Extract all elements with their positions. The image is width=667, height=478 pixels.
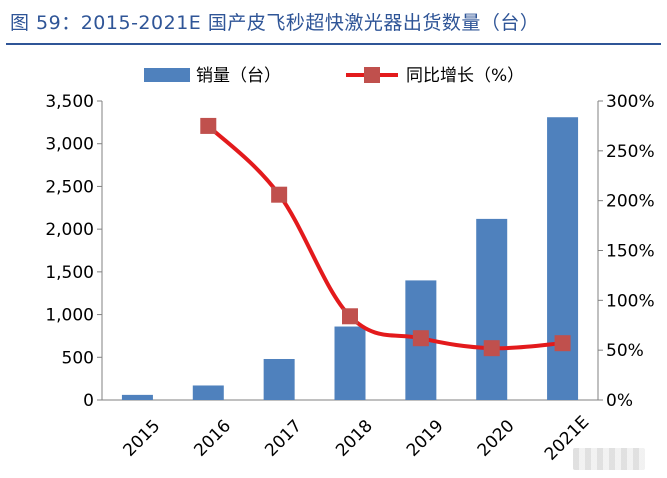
y-right-tick-label: 300% bbox=[606, 92, 655, 112]
legend-line-marker bbox=[364, 67, 380, 83]
bar-2017 bbox=[263, 358, 295, 400]
bar-2015 bbox=[121, 394, 153, 400]
x-tick-label: 2018 bbox=[332, 416, 377, 461]
y-left-tick-label: 3,500 bbox=[45, 92, 94, 112]
watermark bbox=[573, 448, 645, 470]
y-right-tick-label: 0% bbox=[606, 391, 633, 411]
bar-2018 bbox=[334, 326, 366, 400]
y-left-tick-label: 1,000 bbox=[45, 306, 94, 326]
x-tick-label: 2016 bbox=[190, 416, 235, 461]
y-left-tick-label: 2,000 bbox=[45, 220, 94, 240]
y-left-tick-label: 500 bbox=[62, 348, 94, 368]
legend-bar-swatch bbox=[144, 68, 190, 82]
x-tick-label: 2017 bbox=[261, 416, 306, 461]
x-tick-label: 2015 bbox=[120, 416, 165, 461]
growth-marker bbox=[271, 186, 288, 203]
growth-marker bbox=[412, 330, 429, 347]
growth-marker bbox=[200, 117, 217, 134]
y-right-tick-label: 50% bbox=[606, 341, 644, 361]
legend-bar-label: 销量（台） bbox=[196, 66, 281, 86]
growth-marker bbox=[554, 335, 571, 352]
y-left-tick-label: 1,500 bbox=[45, 263, 94, 283]
bar-2021E bbox=[547, 117, 579, 400]
y-right-tick-label: 250% bbox=[606, 142, 655, 162]
growth-marker bbox=[342, 308, 358, 325]
bar-2020 bbox=[476, 218, 508, 400]
figure-title: 图 59：2015-2021E 国产皮飞秒超快激光器出货数量（台） bbox=[10, 12, 540, 34]
bar-2016 bbox=[192, 385, 224, 400]
y-right-tick-label: 100% bbox=[606, 291, 655, 311]
y-left-tick-label: 2,500 bbox=[45, 177, 94, 197]
y-left-tick-label: 0 bbox=[83, 391, 94, 411]
y-right-tick-label: 200% bbox=[606, 192, 655, 212]
growth-marker bbox=[483, 340, 500, 357]
legend-line-label: 同比增长（%） bbox=[406, 66, 524, 86]
x-tick-label: 2020 bbox=[474, 416, 519, 461]
title-rule bbox=[6, 43, 661, 45]
y-right-tick-label: 150% bbox=[606, 242, 655, 262]
y-left-tick-label: 3,000 bbox=[45, 135, 94, 155]
x-tick-label: 2019 bbox=[403, 416, 448, 461]
growth-line bbox=[206, 124, 563, 351]
